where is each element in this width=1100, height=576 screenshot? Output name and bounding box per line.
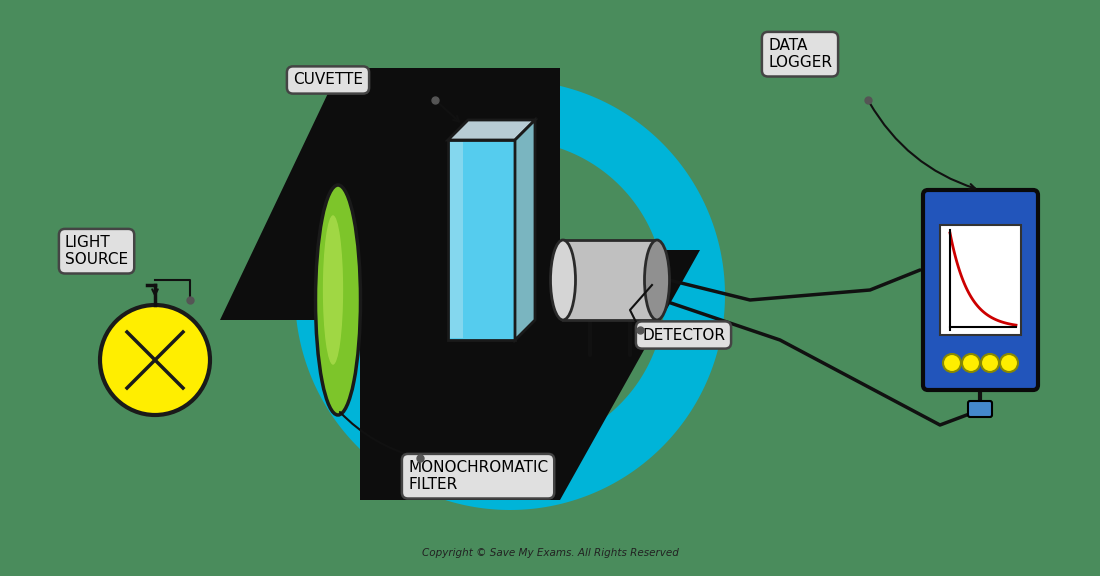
Ellipse shape bbox=[645, 240, 670, 320]
PathPatch shape bbox=[295, 80, 725, 510]
Polygon shape bbox=[450, 142, 463, 338]
Text: DETECTOR: DETECTOR bbox=[642, 328, 725, 343]
Polygon shape bbox=[220, 68, 700, 500]
Circle shape bbox=[962, 354, 980, 372]
Text: LIGHT
SOURCE: LIGHT SOURCE bbox=[65, 235, 128, 267]
Polygon shape bbox=[448, 120, 535, 140]
Text: DATA
LOGGER: DATA LOGGER bbox=[768, 38, 832, 70]
Text: MONOCHROMATIC
FILTER: MONOCHROMATIC FILTER bbox=[408, 460, 548, 492]
Ellipse shape bbox=[316, 185, 361, 415]
FancyBboxPatch shape bbox=[968, 401, 992, 417]
Circle shape bbox=[981, 354, 999, 372]
Circle shape bbox=[943, 354, 961, 372]
Circle shape bbox=[100, 305, 210, 415]
Polygon shape bbox=[563, 240, 657, 320]
Text: Copyright © Save My Exams. All Rights Reserved: Copyright © Save My Exams. All Rights Re… bbox=[421, 548, 679, 558]
Polygon shape bbox=[448, 140, 515, 340]
Ellipse shape bbox=[323, 215, 343, 365]
FancyBboxPatch shape bbox=[923, 190, 1038, 390]
Ellipse shape bbox=[550, 240, 575, 320]
Text: CUVETTE: CUVETTE bbox=[293, 73, 363, 88]
Polygon shape bbox=[515, 120, 535, 340]
Circle shape bbox=[1000, 354, 1018, 372]
FancyBboxPatch shape bbox=[940, 225, 1021, 335]
